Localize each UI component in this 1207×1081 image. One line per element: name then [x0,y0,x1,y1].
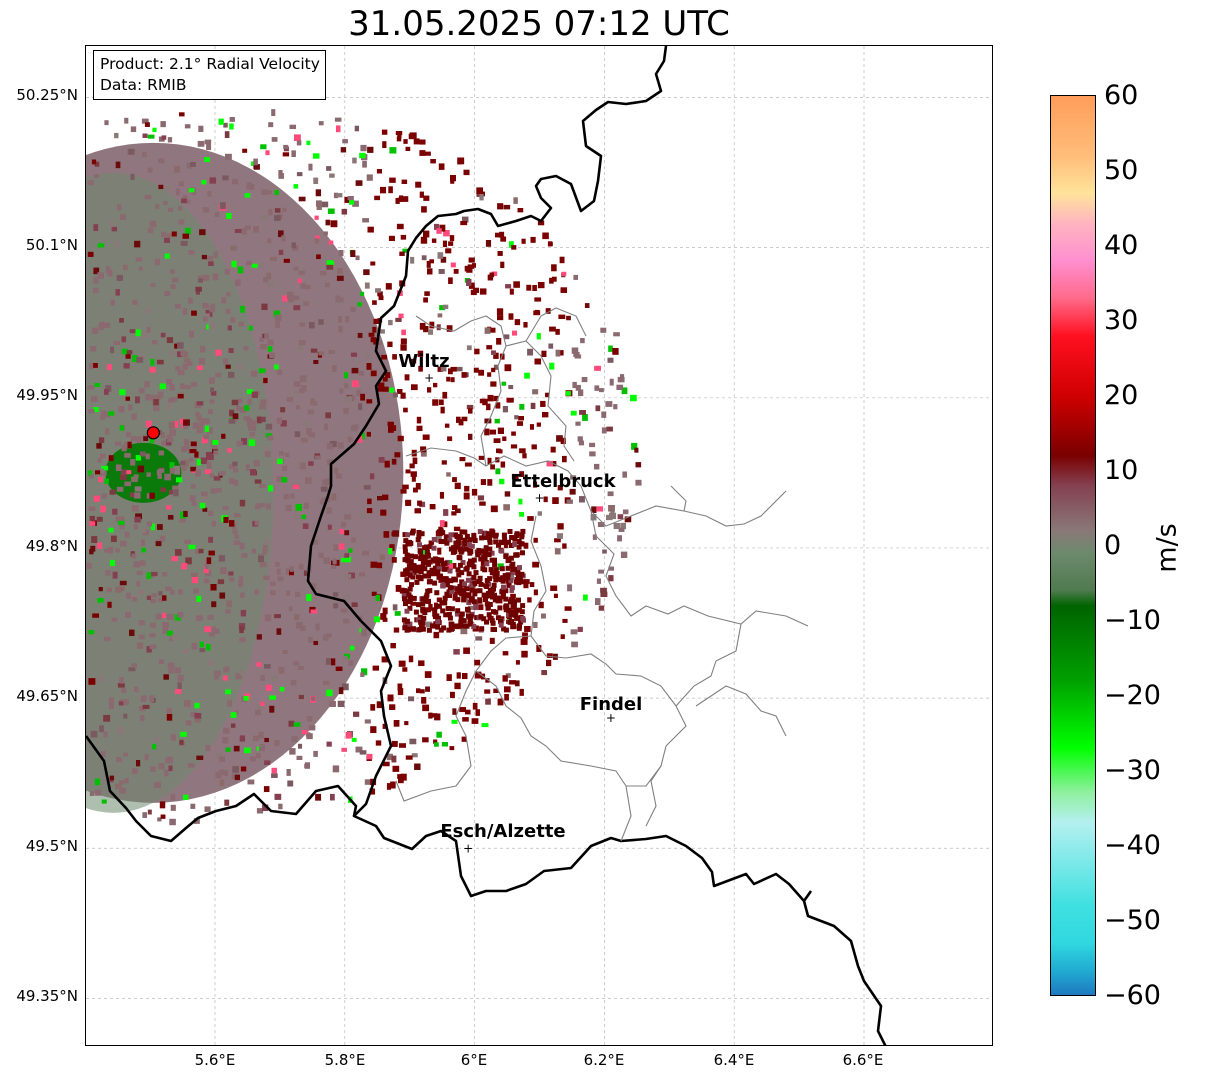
canton-boundary [480,340,575,467]
colorbar-tick: −10 [1104,605,1161,636]
map-title: 31.05.2025 07:12 UTC [348,4,730,44]
colorbar-tick: 0 [1104,530,1122,561]
colorbar [1050,95,1096,996]
canton-boundary [475,670,627,787]
colorbar-tick: −60 [1104,980,1161,1011]
city-label-findel: Findel [579,694,643,715]
canton-boundary [405,447,687,527]
city-marker: + [606,711,616,725]
x-tick-label: 6.2°E [583,1051,625,1069]
city-label-wiltz: Wiltz [398,351,450,372]
y-tick-label: 49.8°N [25,537,78,555]
canton-boundary [395,780,457,802]
city-markers: + + + + [146,371,616,855]
city-marker: + [463,841,473,855]
city-marker: + [424,371,434,385]
canton-boundaries [395,307,809,842]
france-germany-border [802,890,813,902]
y-tick-label: 49.65°N [16,687,78,705]
map-canvas: + + + + [86,46,992,1045]
belgium-france-border [86,735,358,843]
info-box: Product: 2.1° Radial Velocity Data: RMIB [93,50,326,100]
canton-boundary [590,510,809,627]
city-marker: + [534,491,544,505]
x-tick-label: 6°E [460,1051,488,1069]
radar-site-marker [146,426,160,440]
canton-boundary [626,765,662,787]
borders [86,46,887,1045]
canton-boundary [525,307,587,342]
canton-boundary [545,653,677,707]
y-tick-label: 50.1°N [25,236,78,254]
canton-boundary [620,785,632,842]
x-tick-label: 6.6°E [842,1051,884,1069]
map-area[interactable]: + + + + [85,45,993,1046]
city-label-esch-alzette: Esch/Alzette [440,821,566,842]
colorbar-tick: 50 [1104,155,1139,186]
data-source-label: Data: RMIB [100,76,187,94]
y-tick-label: 50.25°N [16,86,78,104]
canton-boundary [645,705,687,827]
national-border [306,46,887,1045]
colorbar-tick: 40 [1104,230,1139,261]
colorbar-label: m/s [1151,523,1183,573]
colorbar-tick: 60 [1104,80,1139,111]
colorbar-tick: 10 [1104,455,1139,486]
canton-boundary [683,490,787,527]
colorbar-tick: −40 [1104,830,1161,861]
x-tick-label: 6.4°E [713,1051,755,1069]
y-tick-label: 49.5°N [25,837,78,855]
radar-echoes [86,109,642,826]
colorbar-tick: −50 [1104,905,1161,936]
x-tick-label: 5.8°E [324,1051,366,1069]
canton-boundary [675,623,742,707]
canton-boundary [415,315,507,347]
canton-boundary [695,685,787,737]
y-tick-label: 49.95°N [16,386,78,404]
colorbar-tick: −20 [1104,680,1161,711]
colorbar-tick: 20 [1104,380,1139,411]
colorbar-tick: −30 [1104,755,1161,786]
city-label-ettelbruck: Ettelbruck [510,471,616,492]
canton-boundary [455,635,532,787]
x-tick-label: 5.6°E [194,1051,236,1069]
y-tick-label: 49.35°N [16,987,78,1005]
colorbar-tick: 30 [1104,305,1139,336]
product-label: Product: 2.1° Radial Velocity [100,55,320,73]
